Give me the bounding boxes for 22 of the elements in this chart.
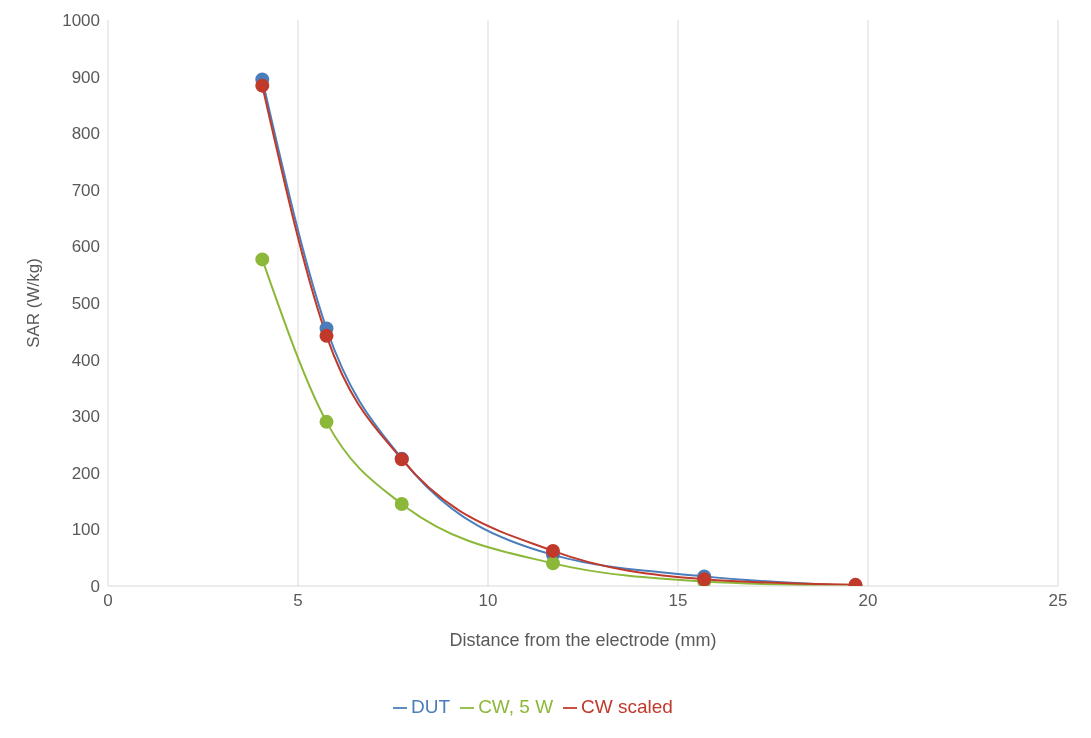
y-tick-label: 0 [90,577,100,597]
y-tick-label: 500 [71,294,100,314]
y-tick-label: 700 [71,180,100,200]
x-axis-title: Distance from the electrode (mm) [449,630,717,650]
x-tick-label: 10 [478,591,498,611]
y-tick-label: 200 [71,463,100,483]
y-tick-label: 300 [71,407,100,427]
y-tick-label: 100 [71,520,100,540]
x-tick-label: 5 [293,591,303,611]
legend-label: CW, 5 W [478,696,554,717]
y-axis-title: SAR (W/kg) [24,258,44,348]
x-tick-label: 25 [1048,591,1068,611]
legend-label: CW scaled [581,696,673,717]
x-tick-label: 20 [858,591,878,611]
legend-label: DUT [411,696,451,717]
y-tick-label: 600 [71,237,100,257]
x-tick-label: 15 [668,591,688,611]
x-tick-label: 0 [103,591,113,611]
y-tick-label: 400 [71,350,100,370]
y-tick-label: 1000 [62,11,100,31]
y-tick-label: 800 [71,124,100,144]
y-tick-label: 900 [71,67,100,87]
